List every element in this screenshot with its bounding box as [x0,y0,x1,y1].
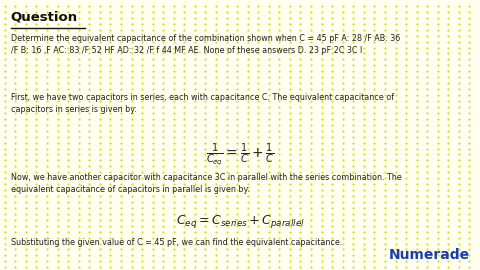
Text: Substituting the given value of C = 45 pF, we can find the equivalent capacitanc: Substituting the given value of C = 45 p… [11,238,342,247]
Text: Question: Question [11,11,78,24]
Text: Numerade: Numerade [388,248,469,262]
Text: $\frac{1}{C_{eq}} = \frac{1}{C} + \frac{1}{C}$: $\frac{1}{C_{eq}} = \frac{1}{C} + \frac{… [205,142,275,168]
Text: Determine the equivalent capacitance of the combination shown when C = 45 pF A: : Determine the equivalent capacitance of … [11,34,400,55]
Text: Now, we have another capacitor with capacitance 3C in parallel with the series c: Now, we have another capacitor with capa… [11,173,401,194]
Text: $C_{eq} = C_{series} + C_{parallel}$: $C_{eq} = C_{series} + C_{parallel}$ [176,213,304,230]
Text: First, we have two capacitors in series, each with capacitance C. The equivalent: First, we have two capacitors in series,… [11,93,394,114]
